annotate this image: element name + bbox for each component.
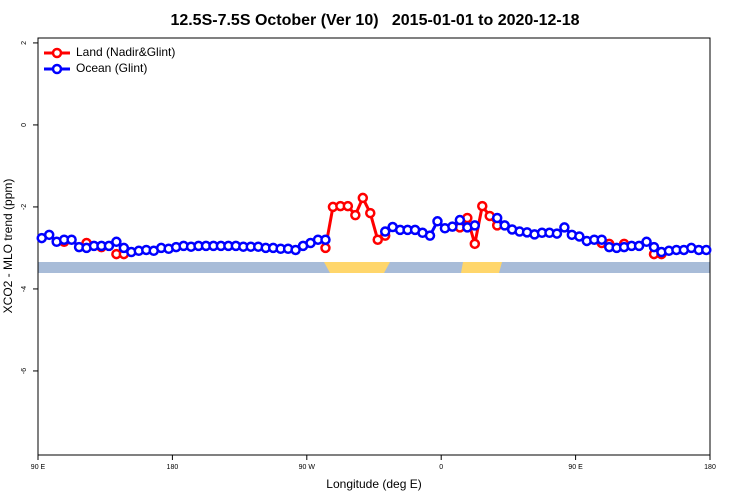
x-tick-label: 90 E: [568, 464, 583, 471]
data-point: [551, 228, 563, 239]
x-tick-label: 90 W: [299, 464, 316, 471]
legend-label: Ocean (Glint): [76, 61, 147, 75]
data-point: [701, 244, 712, 256]
data-point: [469, 220, 481, 231]
x-axis-label: Longitude (deg E): [326, 477, 421, 491]
data-point: [66, 234, 77, 245]
data-point: [379, 226, 391, 237]
data-point: [342, 200, 354, 212]
data-point: [350, 209, 361, 221]
data-point: [424, 230, 436, 241]
y-tick-label: 2: [21, 41, 28, 45]
y-tick-label: 0: [21, 123, 28, 127]
legend-label: Land (Nadir&Glint): [76, 45, 175, 59]
data-point: [574, 231, 585, 242]
y-tick-label: -6: [21, 368, 28, 374]
data-point: [320, 234, 331, 245]
data-point: [111, 236, 122, 248]
data-point: [432, 216, 443, 227]
chart-title: 12.5S-7.5S October (Ver 10) 2015-01-01 t…: [170, 12, 579, 29]
data-point: [320, 242, 331, 254]
y-tick-label: -2: [21, 204, 28, 210]
data-point: [648, 241, 660, 253]
data-point: [357, 192, 369, 204]
data-point: [290, 244, 301, 256]
data-point: [454, 214, 466, 226]
continent-strip: [38, 262, 710, 273]
data-point: [633, 240, 645, 252]
data-point: [43, 229, 55, 241]
data-point: [365, 207, 376, 219]
data-point: [499, 220, 510, 231]
data-point: [372, 234, 383, 245]
legend: Land (Nadir&Glint) Ocean (Glint): [44, 45, 175, 75]
data-point: [103, 240, 115, 252]
data-point: [469, 238, 481, 250]
land-strip: [461, 262, 502, 273]
y-axis-label: XCO2 - MLO trend (ppm): [1, 179, 15, 314]
data-point: [641, 236, 652, 248]
x-tick-label: 180: [167, 464, 179, 471]
data-point: [559, 222, 570, 233]
x-tick-label: 180: [704, 464, 716, 471]
x-tick-label: 90 E: [31, 464, 46, 471]
data-point: [118, 242, 130, 254]
legend-marker: [51, 63, 63, 75]
data-point: [491, 212, 503, 224]
data-point: [447, 221, 458, 232]
data-point: [477, 200, 488, 212]
land-strip: [324, 262, 390, 273]
x-tick-label: 0: [439, 464, 443, 471]
data-point: [596, 234, 607, 245]
y-tick-label: -4: [21, 286, 28, 292]
legend-marker: [51, 47, 63, 59]
